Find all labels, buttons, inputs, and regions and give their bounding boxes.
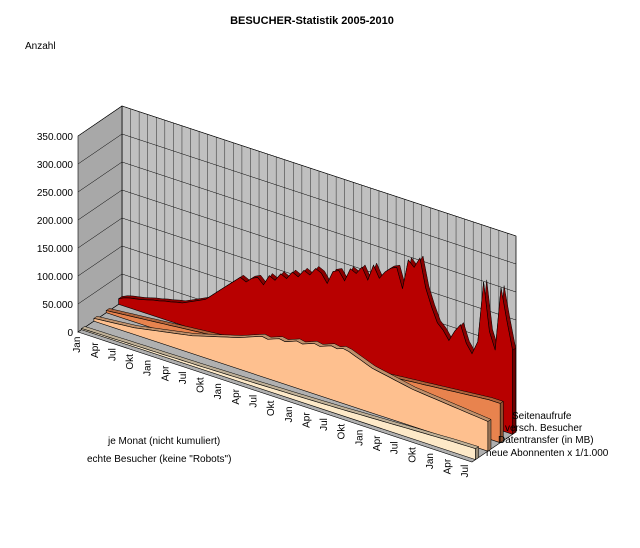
x-tick-label: Apr [160,365,171,381]
x-tick-label: Apr [90,342,101,358]
y-tick-label: 250.000 [37,188,74,199]
y-tick-label: 300.000 [37,160,74,171]
x-tick-label: Jul [319,418,330,431]
x-tick-label: Jan [354,430,365,446]
x-tick-label: Okt [125,354,136,370]
x-tick-label: Jul [460,465,471,478]
y-tick-label: 50.000 [42,300,73,311]
x-tick-label: Jul [390,441,401,454]
y-tick-label: 350.000 [37,132,74,143]
x-tick-label: Okt [266,400,277,416]
x-tick-label: Jan [284,406,295,422]
x-tick-label: Jul [107,348,118,361]
x-tick-label: Okt [407,447,418,463]
y-tick-label: 100.000 [37,272,74,283]
x-tick-label: Jul [178,372,189,385]
x-tick-label: Apr [231,388,242,404]
side-wall [77,105,123,333]
x-tick-label: Jan [213,383,224,399]
y-tick-label: 0 [67,328,73,339]
y-tick-label: 200.000 [37,216,74,227]
x-tick-label: Apr [443,458,454,474]
x-tick-label: Jan [143,360,154,376]
y-tick-label: 150.000 [37,244,74,255]
series-label: versch. Besucher [505,423,583,434]
series-endcap [512,347,516,435]
series-endcap [475,446,479,461]
chart-title: BESUCHER-Statistik 2005-2010 [230,15,394,27]
x-tick-label: Jan [425,453,436,469]
x-tick-label: Apr [372,435,383,451]
x-tick-label: Okt [196,377,207,393]
x-tick-label: Jan [72,337,83,353]
annotation-monthly: je Monat (nicht kumuliert) [107,436,220,447]
series-label: Datentransfer (in MB) [498,435,594,446]
x-tick-label: Apr [301,412,312,428]
series-endcap [499,400,504,444]
series-endcap [487,418,492,452]
series-label: neue Abonnenten x 1/1.000 [486,448,609,459]
x-tick-label: Jul [249,395,260,408]
series-area [81,328,476,461]
x-tick-label: Okt [337,424,348,440]
series-label: Seitenaufrufe [512,411,572,422]
annotation-real-visitors: echte Besucher (keine "Robots") [87,454,231,465]
y-axis-label: Anzahl [25,41,56,52]
series-area [93,318,489,452]
